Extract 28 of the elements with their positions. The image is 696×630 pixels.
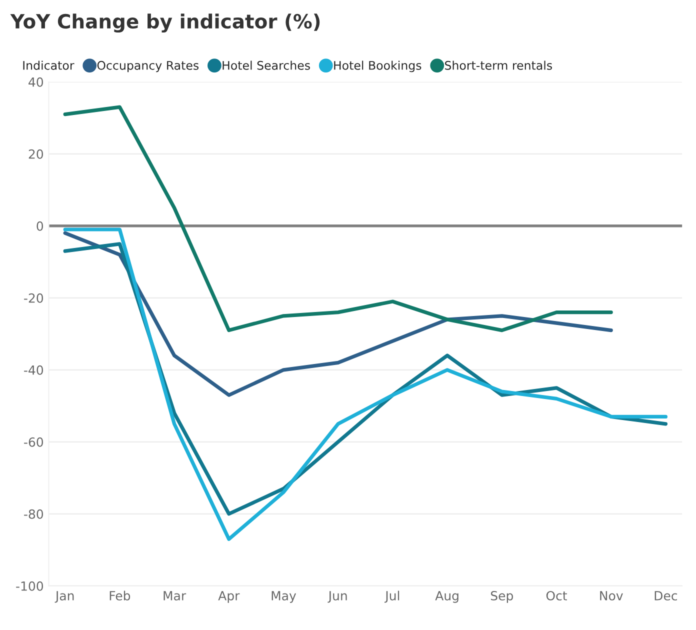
- y-tick-label: -80: [24, 509, 44, 519]
- legend-label: Occupancy Rates: [97, 60, 199, 72]
- legend-label: Hotel Searches: [222, 60, 310, 70]
- legend-title: Indicator: [23, 60, 74, 70]
- x-tick-label: Mar: [164, 591, 186, 600]
- x-tick-label: Jun: [328, 591, 347, 603]
- x-tick-label: Oct: [546, 590, 568, 600]
- x-tick-label: Nov: [600, 591, 623, 600]
- x-tick-label: Jul: [384, 590, 400, 603]
- x-tick-label: Dec: [654, 591, 678, 600]
- x-tick-label: Feb: [110, 590, 130, 600]
- legend-label: Short-term rentals: [444, 60, 552, 70]
- x-tick-label: Sep: [490, 590, 513, 603]
- y-tick-label: 20: [28, 149, 44, 159]
- x-tick-label: Aug: [435, 591, 458, 603]
- x-tick-label: May: [272, 591, 296, 603]
- y-tick-label: 40: [28, 77, 44, 87]
- legend-label: Hotel Bookings: [334, 60, 422, 72]
- line-series: [63, 105, 613, 332]
- y-tick-label: -60: [24, 437, 44, 447]
- y-tick-label: -20: [24, 293, 44, 303]
- x-tick-label: Jan: [54, 591, 74, 603]
- chart-title: YoY Change by indicator (%): [10, 14, 320, 33]
- line-series: [63, 231, 613, 397]
- y-tick-label: -100: [16, 581, 44, 591]
- y-tick-label: 0: [36, 221, 44, 231]
- y-tick-label: -40: [24, 365, 44, 375]
- x-tick-label: Apr: [218, 591, 240, 603]
